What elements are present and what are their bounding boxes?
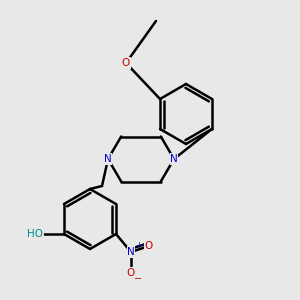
Text: N: N: [127, 247, 135, 257]
Text: O: O: [145, 241, 153, 251]
Text: +: +: [135, 242, 142, 250]
Text: −: −: [134, 274, 142, 284]
Text: N: N: [104, 154, 112, 164]
Text: O: O: [122, 58, 130, 68]
Text: HO: HO: [27, 229, 43, 239]
Text: O: O: [127, 268, 135, 278]
Text: N: N: [170, 154, 178, 164]
